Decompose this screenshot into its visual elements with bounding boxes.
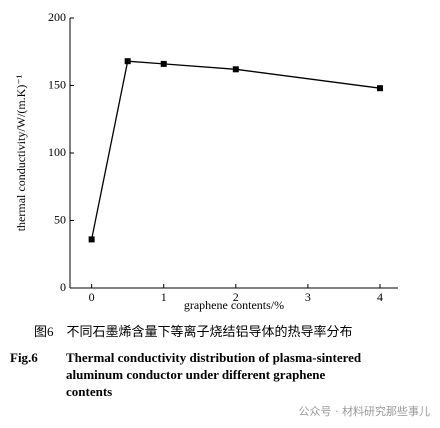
caption-line: aluminum conductor under different graph…	[66, 367, 326, 382]
caption-cn: 图6 不同石墨烯含量下等离子烧结铝导体的热导率分布	[34, 324, 353, 339]
marker	[376, 85, 383, 92]
x-tick-label: 0	[89, 290, 95, 304]
y-axis-label: thermal conductivity/W/(m.K)⁻¹	[14, 74, 28, 231]
y-tick-label: 150	[48, 77, 66, 91]
x-axis-label: graphene contents/%	[184, 298, 284, 312]
caption-line: Thermal conductivity distribution of pla…	[66, 350, 362, 365]
y-tick-label: 200	[48, 10, 66, 24]
marker	[124, 58, 131, 65]
x-tick-label: 4	[377, 290, 383, 304]
y-tick-label: 100	[48, 145, 66, 159]
x-tick-label: 2	[233, 290, 239, 304]
marker	[88, 236, 95, 243]
y-tick-label: 50	[54, 212, 66, 226]
watermark: 公众号 · 材料研究那些事儿	[299, 404, 431, 418]
y-tick-label: 0	[60, 280, 66, 294]
x-tick-label: 1	[161, 290, 167, 304]
line	[90, 60, 381, 240]
marker	[232, 66, 239, 73]
marker	[160, 60, 167, 67]
x-tick-label: 3	[305, 290, 311, 304]
caption-line: contents	[66, 384, 112, 399]
caption-label: Fig.6	[10, 350, 38, 365]
